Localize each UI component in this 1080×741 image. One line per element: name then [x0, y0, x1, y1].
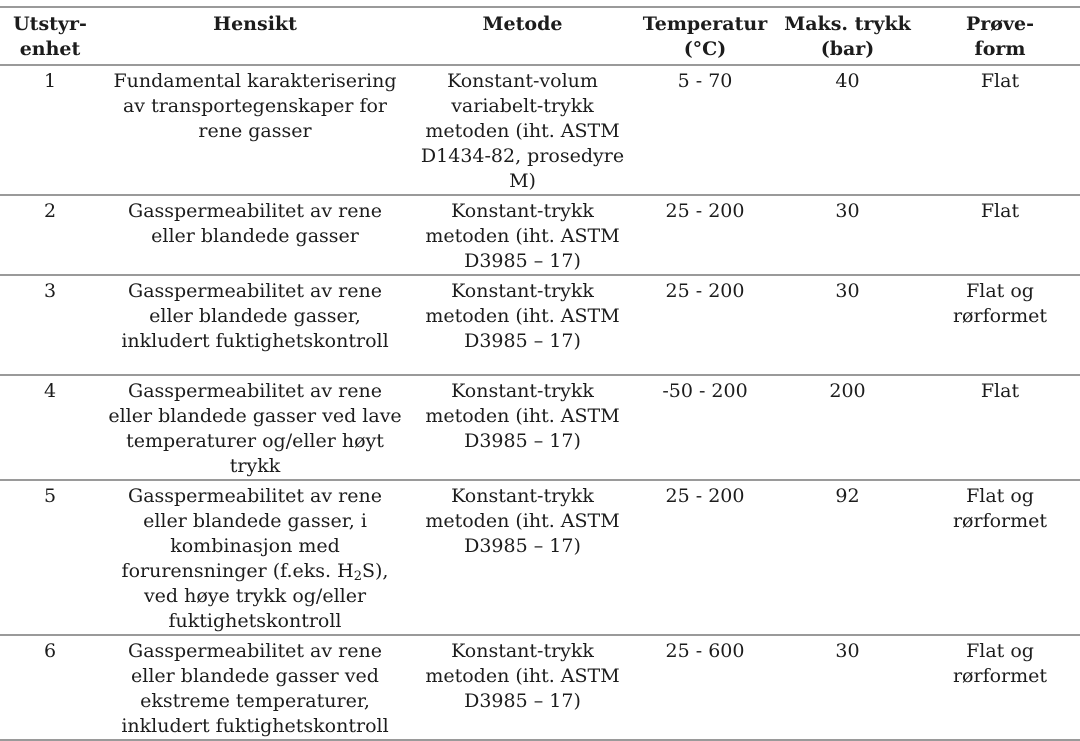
cell-temperatur: 25 - 200 [665, 280, 745, 302]
column-header-utstyrenhet: Utstyr- enhet [13, 13, 87, 60]
cell-temperatur: 5 - 70 [677, 70, 733, 92]
cell-unit: 6 [43, 640, 57, 662]
cell-hensikt: Gasspermeabilitet av rene eller blandede… [121, 280, 389, 352]
column-header-metode: Metode [482, 13, 563, 35]
hensikt-text-post: S), ved høye trykk og/eller fuktighetsko… [143, 560, 389, 632]
column-header-proveform: Prøve- form [966, 13, 1034, 60]
h2s-subscript: 2 [353, 569, 362, 584]
column-header-maks-trykk: Maks. trykk (bar) [784, 13, 911, 60]
cell-maks-trykk: 30 [835, 200, 860, 222]
equipment-table: Utstyr- enhet Hensikt Metode Temperatur … [0, 6, 1080, 741]
table-row: 4 Gasspermeabilitet av rene eller blande… [0, 375, 1080, 480]
cell-metode: Konstant-trykk metoden (iht. ASTM D3985 … [425, 280, 620, 352]
cell-proveform: Flat [980, 200, 1020, 222]
cell-temperatur: 25 - 200 [665, 485, 745, 507]
cell-hensikt: Gasspermeabilitet av rene eller blandede… [108, 380, 402, 477]
table-row: 6 Gasspermeabilitet av rene eller blande… [0, 635, 1080, 740]
cell-unit: 2 [43, 200, 57, 222]
cell-temperatur: 25 - 600 [665, 640, 745, 662]
table-row: 1 Fundamental karakterisering av transpo… [0, 65, 1080, 195]
cell-maks-trykk: 30 [835, 280, 860, 302]
cell-unit: 4 [43, 380, 57, 402]
table-row: 2 Gasspermeabilitet av rene eller blande… [0, 195, 1080, 275]
cell-proveform: Flat og rørformet [952, 485, 1048, 532]
cell-maks-trykk: 30 [835, 640, 860, 662]
cell-metode: Konstant-trykk metoden (iht. ASTM D3985 … [425, 380, 620, 452]
cell-metode: Konstant-volum variabelt-trykk metoden (… [420, 70, 625, 192]
table-row: 3 Gasspermeabilitet av rene eller blande… [0, 275, 1080, 375]
cell-maks-trykk: 40 [835, 70, 860, 92]
cell-maks-trykk: 92 [835, 485, 860, 507]
cell-proveform: Flat og rørformet [952, 640, 1048, 687]
column-header-hensikt: Hensikt [213, 13, 297, 35]
cell-metode: Konstant-trykk metoden (iht. ASTM D3985 … [425, 640, 620, 712]
cell-hensikt: Gasspermeabilitet av rene eller blandede… [128, 200, 382, 247]
cell-unit: 1 [43, 70, 57, 92]
column-header-temperatur: Temperatur (°C) [642, 13, 768, 60]
cell-metode: Konstant-trykk metoden (iht. ASTM D3985 … [425, 200, 620, 272]
header-row: Utstyr- enhet Hensikt Metode Temperatur … [0, 7, 1080, 65]
cell-proveform: Flat og rørformet [952, 280, 1048, 327]
cell-hensikt: Gasspermeabilitet av rene eller blandede… [100, 480, 410, 635]
cell-proveform: Flat [980, 380, 1020, 402]
cell-proveform: Flat [980, 70, 1020, 92]
cell-temperatur: 25 - 200 [665, 200, 745, 222]
cell-metode: Konstant-trykk metoden (iht. ASTM D3985 … [425, 485, 620, 557]
cell-hensikt: Fundamental karakterisering av transport… [113, 70, 397, 142]
cell-maks-trykk: 200 [829, 380, 866, 402]
cell-unit: 5 [43, 485, 57, 507]
table-row: 5 Gasspermeabilitet av rene eller blande… [0, 480, 1080, 635]
cell-hensikt: Gasspermeabilitet av rene eller blandede… [121, 640, 389, 737]
cell-unit: 3 [43, 280, 57, 302]
cell-temperatur: -50 - 200 [662, 380, 748, 402]
hensikt-text-pre: Gasspermeabilitet av rene eller blandede… [121, 485, 382, 582]
